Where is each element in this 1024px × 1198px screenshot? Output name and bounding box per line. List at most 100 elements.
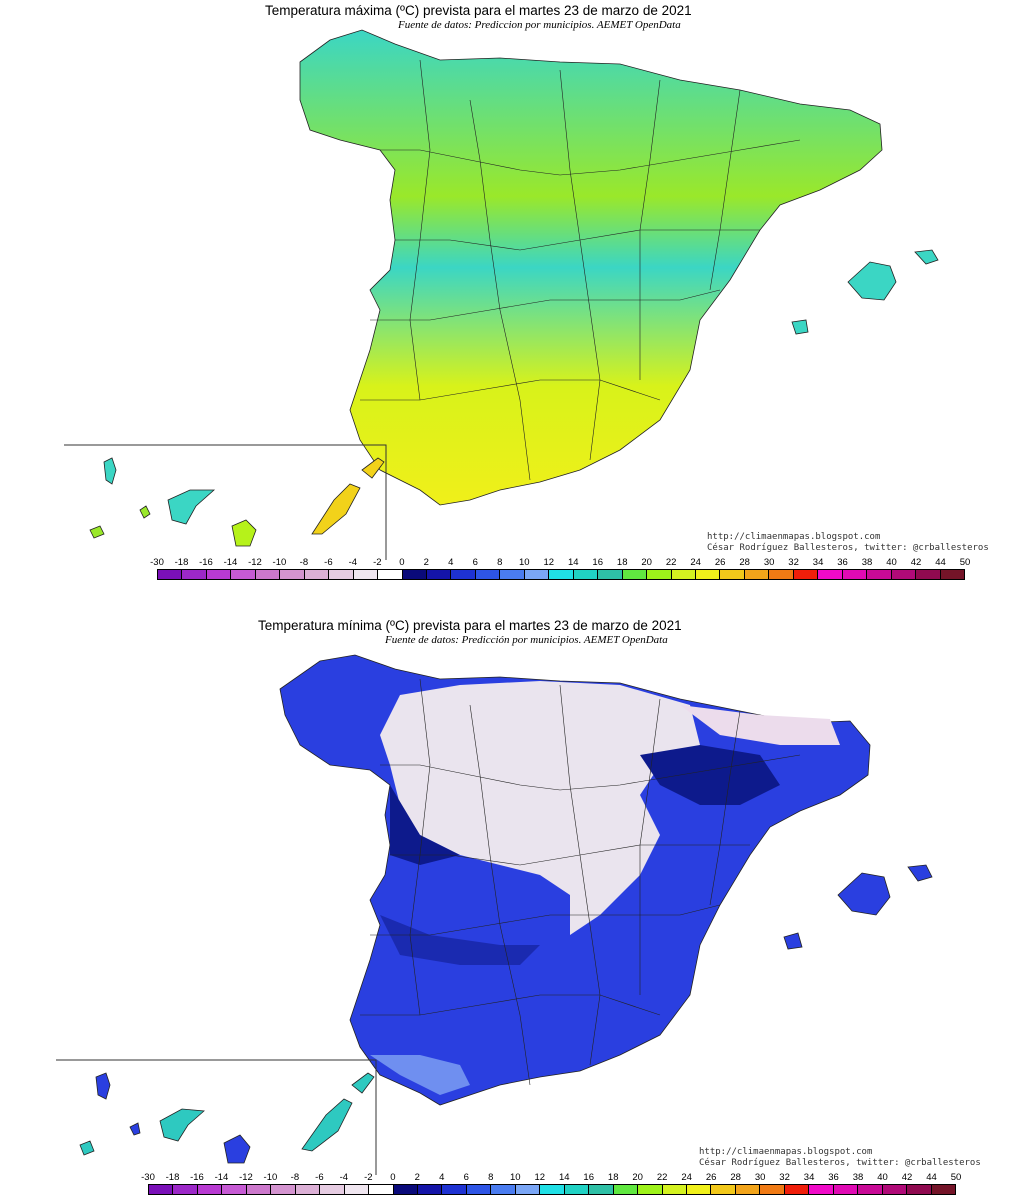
scale-swatch xyxy=(402,570,427,579)
scale-tick-label: -18 xyxy=(174,557,189,568)
scale-swatch xyxy=(475,570,501,579)
scale-tick-labels: -30 -18 -16 -14 -12 -10 -8 -6 -4 -2 0 2 4 6 8 10 12 14 16 1… xyxy=(141,1172,961,1184)
credit-block: http://climaenmapas.blogspot.com César R… xyxy=(707,532,989,554)
scale-swatch xyxy=(784,1185,810,1194)
scale-swatch xyxy=(158,570,183,579)
scale-swatch xyxy=(907,1185,932,1194)
scale-swatch xyxy=(769,570,794,579)
cold-plateau-zone xyxy=(380,681,700,935)
scale-swatch xyxy=(426,570,452,579)
scale-swatch xyxy=(891,570,917,579)
color-scale-legend: -30 -18 -16 -14 -12 -10 -8 -6 -4 -2 0 2 4 6 8 10 12 14 16 1… xyxy=(150,557,970,581)
scale-tick-label: -2 xyxy=(364,1172,373,1183)
map-subtitle: Fuente de datos: Prediccion por municipi… xyxy=(398,19,681,31)
scale-swatch xyxy=(491,1185,516,1194)
scale-swatch xyxy=(451,570,476,579)
max-temperature-panel: Temperatura máxima (ºC) prevista para el… xyxy=(64,3,989,581)
scale-tick-label: 12 xyxy=(543,557,555,568)
scale-tick-label: 42 xyxy=(910,557,922,568)
scale-swatch xyxy=(524,570,550,579)
spain-min-temp-map xyxy=(56,654,933,1175)
credit-author: César Rodríguez Ballesteros, twitter: @c… xyxy=(707,543,989,553)
canary-inset-frame xyxy=(64,444,387,560)
scale-tick-label: 2 xyxy=(414,1172,420,1183)
scale-tick-label: 38 xyxy=(852,1172,864,1183)
scale-color-bar xyxy=(148,1184,956,1195)
scale-tick-label: 24 xyxy=(681,1172,692,1183)
scale-swatch xyxy=(564,1185,590,1194)
scale-tick-label: 2 xyxy=(423,557,429,568)
scale-tick-label: 42 xyxy=(901,1172,913,1183)
scale-tick-label: 50 xyxy=(950,1172,962,1183)
scale-tick-label: 36 xyxy=(828,1172,839,1183)
scale-tick-label: 18 xyxy=(616,557,628,568)
scale-swatch xyxy=(916,570,941,579)
scale-tick-labels: -30 -18 -16 -14 -12 -10 -8 -6 -4 -2 0 2 4 6 8 10 12 14 16 1… xyxy=(150,557,970,569)
scale-swatch xyxy=(304,570,330,579)
scale-swatch xyxy=(662,1185,687,1194)
scale-tick-label: -8 xyxy=(299,557,309,568)
scale-swatch xyxy=(378,570,403,579)
scale-swatch xyxy=(206,570,232,579)
iberian-peninsula-shape xyxy=(299,29,883,506)
scale-tick-label: 26 xyxy=(714,557,726,568)
scale-tick-label: 32 xyxy=(788,557,799,568)
scale-tick-label: 28 xyxy=(730,1172,741,1183)
scale-swatch xyxy=(295,1185,321,1194)
scale-swatch xyxy=(833,1185,859,1194)
scale-tick-label: 10 xyxy=(518,557,530,568)
scale-tick-label: 44 xyxy=(935,557,946,568)
scale-tick-label: 36 xyxy=(837,557,848,568)
scale-swatch xyxy=(466,1185,492,1194)
scale-swatch xyxy=(515,1185,541,1194)
scale-swatch xyxy=(931,1185,955,1194)
southern-light-zone xyxy=(370,1055,470,1095)
scale-swatch xyxy=(182,570,207,579)
scale-tick-label: -16 xyxy=(199,557,213,568)
credit-url: http://climaenmapas.blogspot.com xyxy=(699,1147,873,1157)
scale-swatch xyxy=(280,570,305,579)
scale-swatch xyxy=(173,1185,198,1194)
scale-tick-label: 24 xyxy=(690,557,701,568)
scale-swatch xyxy=(744,570,770,579)
scale-swatch xyxy=(231,570,256,579)
scale-tick-label: -8 xyxy=(290,1172,300,1183)
scale-tick-label: -4 xyxy=(348,557,358,568)
canary-islands xyxy=(89,457,385,547)
scale-swatch xyxy=(735,1185,761,1194)
scale-tick-label: 8 xyxy=(497,557,503,568)
scale-tick-label: 16 xyxy=(583,1172,595,1183)
canary-inset-frame xyxy=(56,1059,377,1175)
province-borders xyxy=(360,678,801,1086)
scale-tick-label: 14 xyxy=(567,557,579,568)
scale-swatch xyxy=(622,570,648,579)
scale-tick-label: -10 xyxy=(272,557,287,568)
scale-tick-label: -30 xyxy=(141,1172,155,1183)
scale-swatch xyxy=(638,1185,663,1194)
canary-islands xyxy=(79,1072,375,1164)
scale-tick-label: 38 xyxy=(861,557,873,568)
scale-swatch xyxy=(613,1185,639,1194)
scale-swatch xyxy=(344,1185,370,1194)
scale-tick-label: 50 xyxy=(959,557,971,568)
scale-swatch xyxy=(720,570,745,579)
scale-swatch xyxy=(329,570,354,579)
balearic-islands xyxy=(791,249,939,335)
scale-swatch xyxy=(222,1185,247,1194)
balearic-islands xyxy=(783,864,933,950)
scale-tick-label: -12 xyxy=(248,557,262,568)
map-title: Temperatura máxima (ºC) prevista para el… xyxy=(265,3,692,18)
scale-swatch xyxy=(671,570,696,579)
scale-tick-label: -12 xyxy=(239,1172,253,1183)
scale-swatch xyxy=(573,570,599,579)
scale-tick-label: 30 xyxy=(763,557,775,568)
credit-url: http://climaenmapas.blogspot.com xyxy=(707,532,881,542)
color-scale-legend: -30 -18 -16 -14 -12 -10 -8 -6 -4 -2 0 2 4 6 8 10 12 14 16 1… xyxy=(141,1172,961,1196)
credit-author: César Rodríguez Ballesteros, twitter: @c… xyxy=(699,1158,981,1168)
scale-tick-label: 20 xyxy=(641,557,652,568)
spain-max-temp-map xyxy=(64,29,939,560)
credit-block: http://climaenmapas.blogspot.com César R… xyxy=(699,1147,981,1169)
map-subtitle: Fuente de datos: Predicción por municipi… xyxy=(385,634,668,646)
scale-tick-label: 30 xyxy=(754,1172,766,1183)
scale-swatch xyxy=(149,1185,174,1194)
